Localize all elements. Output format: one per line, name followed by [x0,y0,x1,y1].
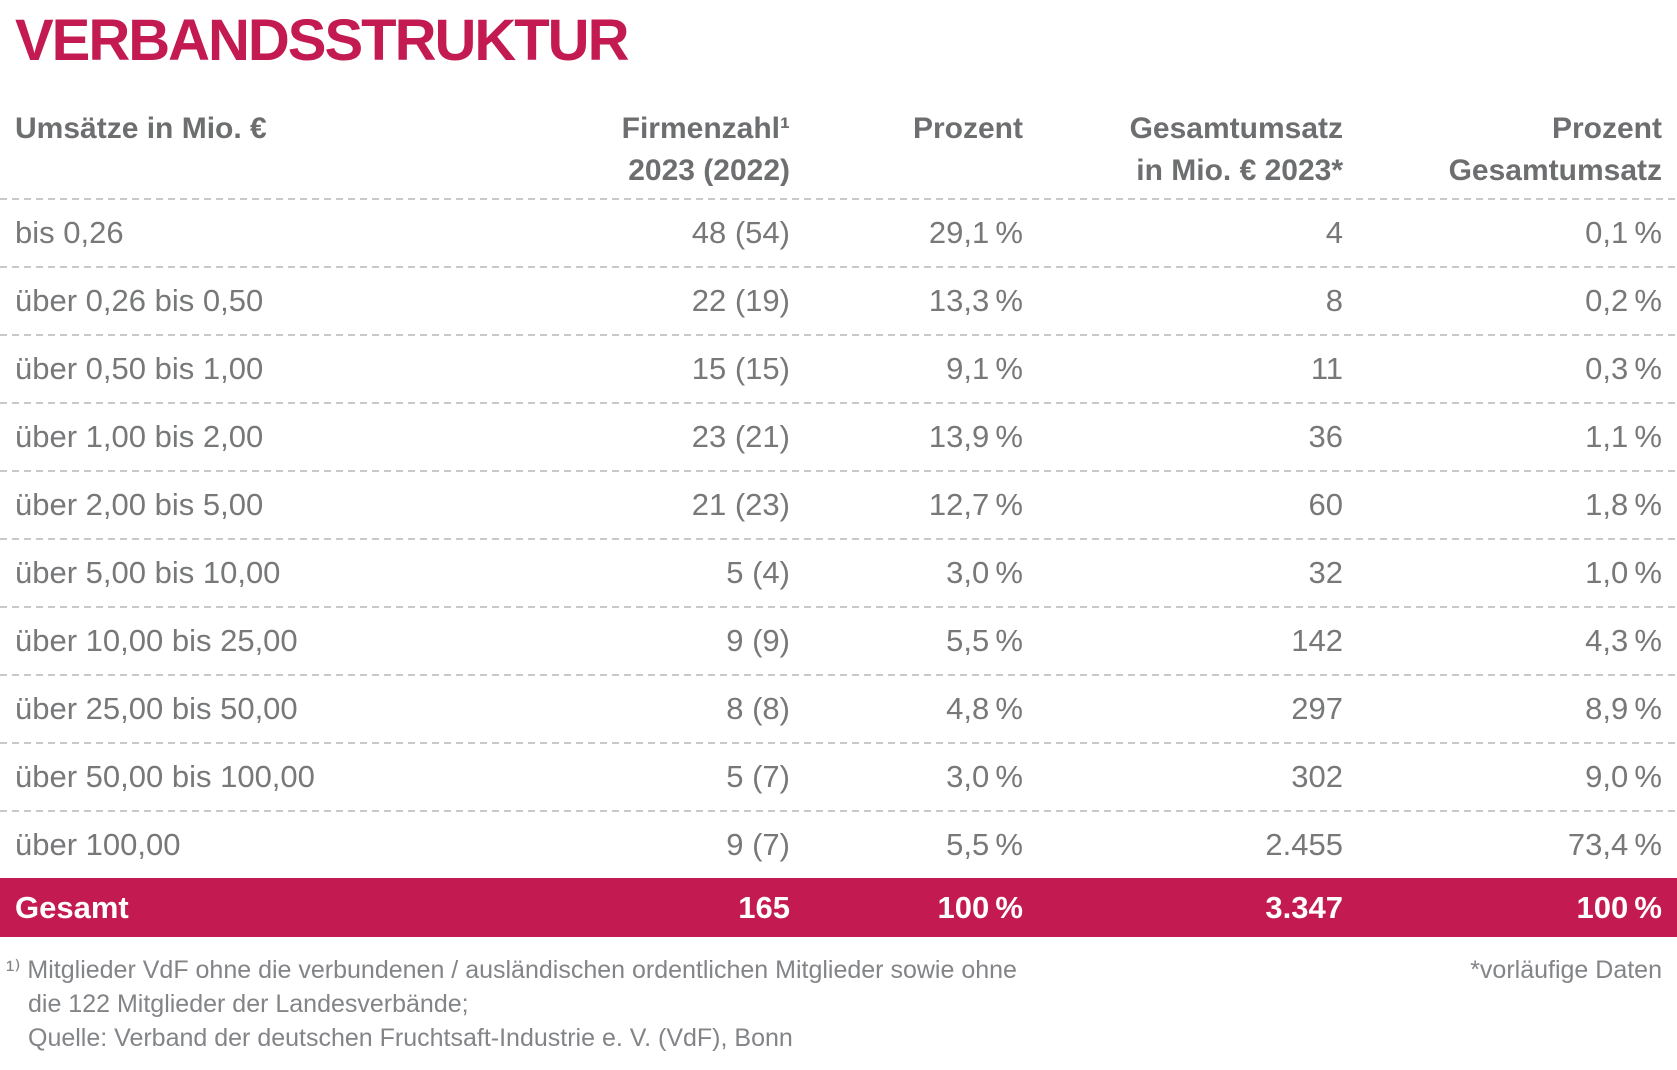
cell-firmenzahl: 5 (4) [726,555,790,590]
footnote-line-1: ¹⁾ Mitglieder VdF ohne die verbundenen /… [6,953,1662,987]
cell-prozent: 13,9 % [928,419,1023,454]
footnote-line-2: die 122 Mitglieder der Landesverbände; [28,990,469,1018]
asterisk-note: *vorläufige Daten [1470,956,1662,984]
cell-umsatz-range: über 10,00 bis 25,00 [15,623,298,658]
total-prozent: 100 % [937,889,1024,925]
cell-umsatz-range: über 25,00 bis 50,00 [15,691,298,726]
row-separator [0,810,1677,812]
cell-prozent: 4,8 % [946,691,1023,726]
column-header-firmenzahl: Firmenzahl¹ 2023 (2022) [621,112,790,187]
row-separator [0,402,1677,404]
cell-prozent: 29,1 % [928,215,1023,250]
table-row: über 5,00 bis 10,00 5 (4) 3,0 % 32 1,0 % [0,540,1677,606]
column-header-umsaetze: Umsätze in Mio. € [15,112,267,145]
cell-gesamtumsatz: 11 [1310,351,1343,386]
total-gesamtumsatz: 3.347 [1265,889,1343,925]
cell-gesamtumsatz: 8 [1325,283,1343,318]
row-separator [0,198,1677,200]
cell-firmenzahl: 5 (7) [726,759,790,794]
row-separator [0,674,1677,676]
infographic-verbandsstruktur: VERBANDSSTRUKTUR Umsätze in Mio. € Firme… [0,8,1677,1070]
cell-umsatz-range: über 2,00 bis 5,00 [15,487,264,522]
cell-firmenzahl: 21 (23) [691,487,790,522]
row-separator [0,606,1677,608]
cell-umsatz-range: über 1,00 bis 2,00 [15,419,264,454]
source-line: Quelle: Verband der deutschen Fruchtsaft… [28,1024,793,1052]
cell-gesamtumsatz: 297 [1291,691,1343,726]
cell-prozent-gesamtumsatz: 1,1 % [1585,419,1662,454]
row-separator [0,266,1677,268]
cell-umsatz-range: über 0,26 bis 0,50 [15,283,264,318]
cell-prozent-gesamtumsatz: 1,0 % [1585,555,1662,590]
cell-prozent-gesamtumsatz: 0,2 % [1585,283,1662,318]
row-separator [0,538,1677,540]
total-label: Gesamt [15,889,129,925]
cell-prozent-gesamtumsatz: 0,1 % [1585,215,1662,250]
table-row: über 0,26 bis 0,50 22 (19) 13,3 % 8 0,2 … [0,268,1677,334]
table-row: über 2,00 bis 5,00 21 (23) 12,7 % 60 1,8… [0,472,1677,538]
cell-prozent: 13,3 % [928,283,1023,318]
column-header-prozent: Prozent [912,112,1023,145]
column-header-gesamtumsatz: Gesamtumsatz in Mio. € 2023* [1129,112,1343,187]
cell-prozent: 3,0 % [946,555,1023,590]
table-row: über 10,00 bis 25,00 9 (9) 5,5 % 142 4,3… [0,608,1677,674]
cell-gesamtumsatz: 36 [1308,419,1343,454]
table-row: über 100,00 9 (7) 5,5 % 2.455 73,4 % [0,812,1677,878]
cell-firmenzahl: 9 (9) [726,623,790,658]
cell-prozent-gesamtumsatz: 73,4 % [1567,827,1662,862]
cell-gesamtumsatz: 302 [1291,759,1343,794]
cell-prozent: 3,0 % [946,759,1023,794]
row-separator [0,334,1677,336]
cell-prozent: 5,5 % [946,827,1023,862]
cell-umsatz-range: über 0,50 bis 1,00 [15,351,264,386]
cell-prozent-gesamtumsatz: 1,8 % [1585,487,1662,522]
cell-prozent: 5,5 % [946,623,1023,658]
cell-umsatz-range: über 100,00 [15,827,181,862]
footnote-marker: ¹⁾ [6,956,21,984]
cell-firmenzahl: 48 (54) [691,215,790,250]
table-row: über 0,50 bis 1,00 15 (15) 9,1 % 11 0,3 … [0,336,1677,402]
total-prozent-gesamtumsatz: 100 % [1576,889,1663,925]
cell-prozent-gesamtumsatz: 9,0 % [1585,759,1662,794]
cell-gesamtumsatz: 142 [1291,623,1343,658]
cell-prozent-gesamtumsatz: 0,3 % [1585,351,1662,386]
cell-prozent: 12,7 % [928,487,1023,522]
cell-firmenzahl: 15 (15) [691,351,790,386]
page-title: VERBANDSSTRUKTUR [15,8,629,73]
table-row: über 1,00 bis 2,00 23 (21) 13,9 % 36 1,1… [0,404,1677,470]
footnotes: ¹⁾ Mitglieder VdF ohne die verbundenen /… [0,953,1677,1055]
table-header-row: Umsätze in Mio. € Firmenzahl¹ 2023 (2022… [0,108,1677,192]
footnote-text-1: Mitglieder VdF ohne die verbundenen / au… [20,956,1017,984]
cell-gesamtumsatz: 4 [1325,215,1343,250]
cell-firmenzahl: 9 (7) [726,827,790,862]
table-row: bis 0,26 48 (54) 29,1 % 4 0,1 % [0,200,1677,266]
cell-umsatz-range: über 50,00 bis 100,00 [15,759,315,794]
table-total-row: Gesamt 165 100 % 3.347 100 % [0,878,1677,937]
cell-firmenzahl: 23 (21) [691,419,790,454]
cell-umsatz-range: über 5,00 bis 10,00 [15,555,281,590]
cell-prozent-gesamtumsatz: 4,3 % [1585,623,1662,658]
table-row: über 50,00 bis 100,00 5 (7) 3,0 % 302 9,… [0,744,1677,810]
row-separator [0,470,1677,472]
cell-umsatz-range: bis 0,26 [15,215,124,250]
cell-prozent: 9,1 % [946,351,1023,386]
row-separator [0,742,1677,744]
cell-gesamtumsatz: 32 [1308,555,1343,590]
cell-prozent-gesamtumsatz: 8,9 % [1585,691,1662,726]
column-header-prozent-gesamtumsatz: Prozent Gesamtumsatz [1448,112,1662,187]
table-row: über 25,00 bis 50,00 8 (8) 4,8 % 297 8,9… [0,676,1677,742]
cell-firmenzahl: 22 (19) [691,283,790,318]
total-firmenzahl: 165 [738,889,790,925]
cell-gesamtumsatz: 2.455 [1265,827,1343,862]
cell-firmenzahl: 8 (8) [726,691,790,726]
cell-gesamtumsatz: 60 [1308,487,1343,522]
